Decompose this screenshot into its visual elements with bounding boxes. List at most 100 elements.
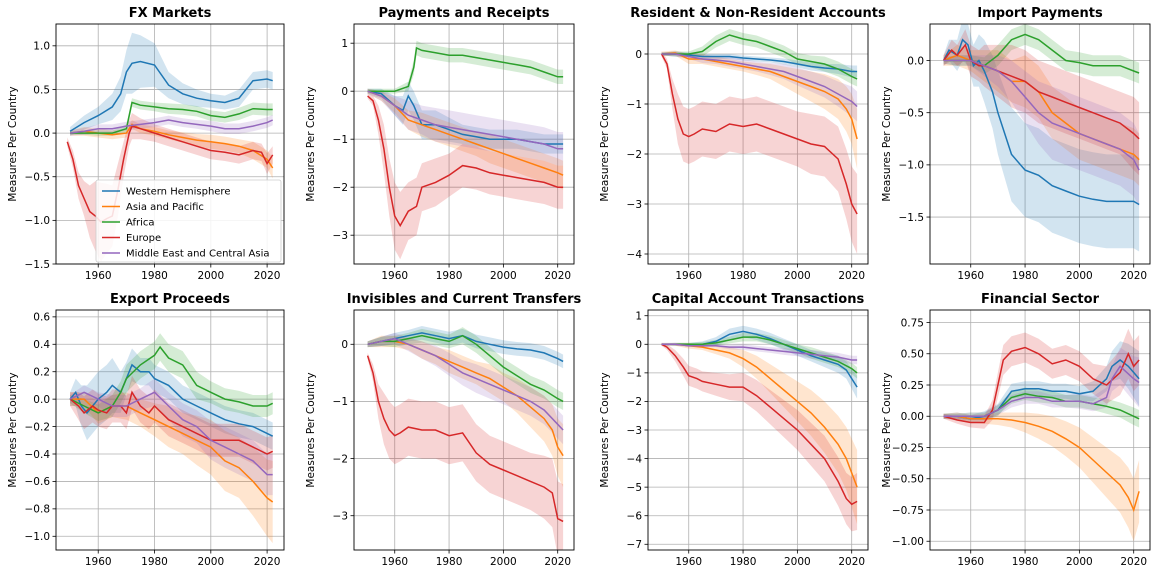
axes-frame (353, 23, 575, 265)
x-tick-label: 1960 (675, 556, 702, 568)
series-line (367, 332, 564, 363)
y-axis-label: Measures Per Country (881, 372, 893, 487)
subplot-5: 1960 1980 2000 2020 −1.0 −0.8 −0.6 −0.4 −0.2 0.0 0… (7, 292, 285, 568)
axes-frame (929, 309, 1151, 551)
x-tick-label: 1960 (381, 556, 408, 568)
subplot-2: 1960 1980 2000 2020 −3 −2 −1 0 1 Payments and Rec… (305, 6, 575, 282)
x-tick-label: 2020 (838, 270, 865, 282)
confidence-band (367, 332, 564, 445)
y-tick-label: −1.0 (25, 531, 51, 543)
legend-entry: Africa (126, 218, 155, 229)
y-tick-label: 0 (635, 49, 642, 61)
series-line (69, 391, 273, 476)
subplot-title: Export Proceeds (110, 292, 230, 307)
y-axis-label: Measures Per Country (7, 86, 19, 201)
series-line (367, 46, 564, 92)
y-tick-label: 0.5 (33, 84, 50, 96)
confidence-band (943, 347, 1140, 420)
confidence-band (943, 55, 1140, 207)
confidence-band (367, 81, 564, 154)
confidence-band (367, 327, 564, 410)
series-line (367, 337, 564, 431)
subplot-title: Import Payments (977, 6, 1103, 21)
subplot-title: Payments and Receipts (378, 6, 549, 21)
confidence-band (943, 24, 1140, 252)
confidence-band (70, 333, 273, 422)
confidence-band (661, 342, 858, 532)
y-tick-label: −2 (627, 149, 642, 161)
x-tick-label: 2000 (784, 556, 811, 568)
y-tick-label: 0.4 (33, 339, 50, 351)
confidence-band (70, 378, 273, 496)
series-line (367, 95, 564, 228)
x-tick-label: 1960 (85, 270, 112, 282)
axes-frame (929, 23, 1151, 265)
y-axis-label: Measures Per Country (599, 86, 611, 201)
y-tick-label: −0.8 (25, 504, 51, 516)
y-tick-label: 1 (341, 38, 348, 50)
confidence-band (661, 332, 858, 379)
y-tick-label: 0 (635, 339, 642, 351)
x-tick-label: 1980 (1012, 556, 1039, 568)
confidence-band (70, 32, 273, 136)
legend-entry: Europe (126, 233, 161, 244)
y-axis-label: Measures Per Country (7, 372, 19, 487)
confidence-band (367, 88, 564, 166)
y-tick-label: −3 (333, 230, 348, 242)
series-line (943, 346, 1140, 424)
x-tick-label: 2020 (254, 270, 281, 282)
y-tick-label: −1.0 (25, 215, 51, 227)
series-line (661, 53, 858, 108)
y-tick-label: −1 (333, 134, 348, 146)
y-tick-label: 0 (341, 86, 348, 98)
series-line (70, 119, 274, 134)
series-line (661, 34, 858, 80)
series-line (661, 343, 858, 506)
x-tick-label: 2000 (197, 556, 224, 568)
subplot-1: 1960 1980 2000 2020 −1.5 −1.0 −0.5 0.0 0.5 1.0 FX … (7, 6, 285, 282)
confidence-band (943, 412, 1140, 542)
confidence-band (70, 120, 273, 179)
x-tick-label: 2020 (1120, 556, 1147, 568)
series-line (943, 415, 1140, 513)
subplot-title: Capital Account Transactions (652, 292, 865, 307)
series-line (69, 345, 274, 414)
confidence-band (661, 29, 858, 87)
x-tick-label: 1960 (381, 270, 408, 282)
y-tick-label: −0.4 (25, 449, 51, 461)
y-tick-label: 0.6 (33, 312, 50, 324)
series-line (942, 38, 1140, 206)
y-tick-label: −0.5 (899, 107, 925, 119)
x-tick-label: 2000 (1066, 270, 1093, 282)
confidence-band (70, 348, 273, 450)
y-tick-label: −1.00 (892, 536, 924, 548)
x-tick-label: 2000 (784, 270, 811, 282)
series-line (367, 90, 564, 176)
x-tick-label: 2000 (490, 270, 517, 282)
y-tick-label: 0.25 (901, 380, 924, 392)
legend: Western Hemisphere Asia and Pacific Africa… (95, 179, 282, 263)
legend-entry: Middle East and Central Asia (126, 249, 270, 260)
y-axis-label: Measures Per Country (305, 372, 317, 487)
subplot-title: Resident & Non-Resident Accounts (630, 6, 886, 21)
y-tick-label: −1 (333, 396, 348, 408)
subplot-title: Invisibles and Current Transfers (347, 292, 582, 307)
series-line (661, 52, 858, 140)
series-line (943, 59, 1140, 171)
legend-entry: Western Hemisphere (126, 187, 230, 198)
series-line (661, 53, 858, 73)
y-tick-label: −3 (333, 511, 348, 523)
subplot-6: 1960 1980 2000 2020 −3 −2 −1 0 Invisibles and Cu… (305, 292, 582, 568)
y-tick-label: −0.6 (25, 476, 51, 488)
series-line (367, 340, 564, 457)
y-tick-label: −4 (627, 249, 643, 261)
confidence-band (70, 375, 273, 471)
series-line (943, 43, 1140, 140)
series-line (366, 355, 564, 523)
confidence-band (70, 392, 273, 544)
y-tick-label: −2 (627, 396, 642, 408)
series-line (69, 60, 273, 132)
x-tick-label: 1980 (1012, 270, 1039, 282)
y-tick-label: −1.0 (899, 160, 925, 172)
